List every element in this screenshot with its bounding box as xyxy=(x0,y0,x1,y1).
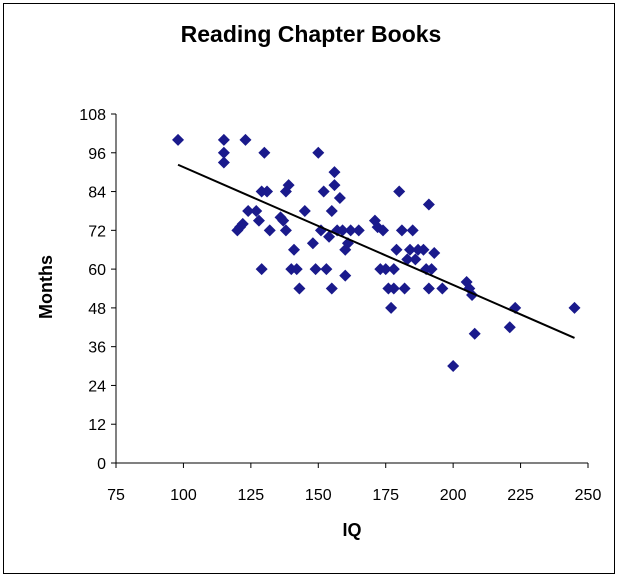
data-point xyxy=(263,224,276,237)
data-point xyxy=(261,185,274,198)
data-point xyxy=(401,253,414,266)
data-point xyxy=(387,263,400,276)
data-point xyxy=(352,224,365,237)
data-point xyxy=(325,204,338,217)
data-point xyxy=(217,156,230,169)
y-tick-label: 36 xyxy=(88,340,106,357)
data-point xyxy=(425,263,438,276)
x-axis-label: IQ xyxy=(342,520,361,540)
y-tick-label: 60 xyxy=(88,262,106,279)
y-tick-label: 108 xyxy=(79,107,106,124)
data-point xyxy=(252,214,265,227)
data-point xyxy=(417,243,430,256)
x-tick-label: 100 xyxy=(170,487,197,504)
data-point xyxy=(290,263,303,276)
data-point xyxy=(172,133,185,146)
data-point xyxy=(403,243,416,256)
data-point xyxy=(242,204,255,217)
data-point xyxy=(239,133,252,146)
data-point xyxy=(328,166,341,179)
data-point xyxy=(236,217,249,230)
data-point xyxy=(282,179,295,192)
data-point xyxy=(317,185,330,198)
trendline xyxy=(177,163,575,339)
data-point xyxy=(344,224,357,237)
data-point xyxy=(288,243,301,256)
data-point xyxy=(409,253,422,266)
data-point xyxy=(314,224,327,237)
data-point xyxy=(398,282,411,295)
y-tick-label: 24 xyxy=(88,378,106,395)
y-tick-label: 12 xyxy=(88,417,106,434)
data-point xyxy=(298,204,311,217)
x-axis: 75 100 125 150 175 200 225 250 xyxy=(107,463,601,504)
data-point xyxy=(333,192,346,205)
x-tick-label: 125 xyxy=(238,487,265,504)
x-tick-label: 150 xyxy=(305,487,332,504)
data-point xyxy=(447,360,460,373)
y-tick-label: 96 xyxy=(88,146,106,163)
data-point xyxy=(250,204,263,217)
data-point xyxy=(568,301,581,314)
data-point xyxy=(217,133,230,146)
data-point xyxy=(328,179,341,192)
data-point xyxy=(325,282,338,295)
data-point xyxy=(436,282,449,295)
data-point xyxy=(468,327,481,340)
data-point xyxy=(323,230,336,243)
data-point xyxy=(309,263,322,276)
data-point xyxy=(393,185,406,198)
data-point xyxy=(277,214,290,227)
data-point xyxy=(312,146,325,159)
x-tick-label: 175 xyxy=(372,487,399,504)
data-point xyxy=(217,146,230,159)
y-tick-label: 48 xyxy=(88,301,106,318)
chart-title: Reading Chapter Books xyxy=(181,21,442,47)
data-point xyxy=(406,224,419,237)
data-point xyxy=(377,224,390,237)
data-point xyxy=(422,198,435,211)
data-point xyxy=(320,263,333,276)
data-point xyxy=(422,282,435,295)
data-point xyxy=(255,263,268,276)
data-point xyxy=(387,282,400,295)
data-point xyxy=(390,243,403,256)
data-point xyxy=(339,269,352,282)
data-point xyxy=(428,246,441,259)
data-point xyxy=(258,146,271,159)
y-tick-label: 84 xyxy=(88,185,106,202)
data-point xyxy=(385,301,398,314)
data-point xyxy=(306,237,319,250)
data-point xyxy=(379,263,392,276)
data-points xyxy=(172,133,581,373)
chart-frame xyxy=(3,3,615,574)
y-axis-label: Months xyxy=(36,255,56,319)
data-point xyxy=(503,321,516,334)
data-point xyxy=(293,282,306,295)
data-point xyxy=(395,224,408,237)
x-tick-label: 200 xyxy=(440,487,467,504)
y-tick-label: 0 xyxy=(97,456,106,473)
data-point xyxy=(509,301,522,314)
y-tick-label: 72 xyxy=(88,223,106,240)
data-point xyxy=(279,224,292,237)
x-tick-label: 75 xyxy=(107,487,125,504)
data-point xyxy=(336,224,349,237)
x-tick-label: 225 xyxy=(507,487,534,504)
x-tick-label: 250 xyxy=(575,487,602,504)
y-axis: 0 12 24 36 48 60 72 84 96 108 xyxy=(79,107,116,473)
